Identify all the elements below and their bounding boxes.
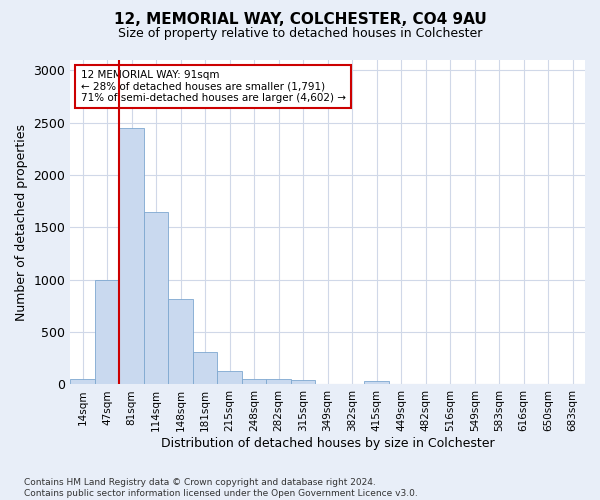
Bar (217, 371, 242, 384)
Bar (169, 298, 193, 384)
Bar (291, 380, 316, 384)
Text: Contains HM Land Registry data © Crown copyright and database right 2024.
Contai: Contains HM Land Registry data © Crown c… (24, 478, 418, 498)
Text: 12, MEMORIAL WAY, COLCHESTER, CO4 9AU: 12, MEMORIAL WAY, COLCHESTER, CO4 9AU (113, 12, 487, 28)
Bar (193, 352, 217, 384)
Bar (70, 378, 95, 384)
Text: Size of property relative to detached houses in Colchester: Size of property relative to detached ho… (118, 28, 482, 40)
X-axis label: Distribution of detached houses by size in Colchester: Distribution of detached houses by size … (161, 437, 494, 450)
Bar (95, 280, 119, 384)
Y-axis label: Number of detached properties: Number of detached properties (15, 124, 28, 320)
Bar (144, 212, 169, 384)
Text: 12 MEMORIAL WAY: 91sqm
← 28% of detached houses are smaller (1,791)
71% of semi-: 12 MEMORIAL WAY: 91sqm ← 28% of detached… (80, 70, 346, 103)
Bar (266, 379, 291, 384)
Bar (119, 128, 144, 384)
Bar (242, 378, 266, 384)
Bar (364, 382, 389, 384)
